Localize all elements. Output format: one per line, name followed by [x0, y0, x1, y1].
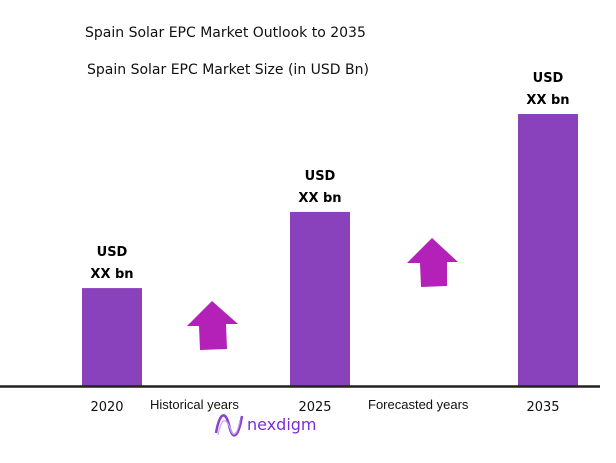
annotation-historical: Historical years [150, 397, 239, 412]
bar-2025 [290, 211, 350, 386]
nexdigm-logo: nexdigm [214, 414, 317, 437]
data-label-value: XX bn [526, 93, 569, 108]
arrow-up-icon [187, 301, 238, 350]
bar-2020 [82, 288, 142, 386]
x-tick-label: 2035 [526, 400, 559, 415]
svg-text:nexdigm: nexdigm [247, 415, 317, 434]
bar-2035 [518, 114, 578, 386]
data-label-value: XX bn [298, 191, 341, 206]
annotation-forecasted: Forecasted years [368, 397, 469, 412]
arrow-up-icon [407, 238, 458, 287]
data-label-value: XX bn [90, 267, 133, 282]
data-label-currency: USD [305, 169, 336, 184]
data-label-currency: USD [97, 245, 128, 260]
data-label-currency: USD [533, 71, 564, 86]
chart-title: Spain Solar EPC Market Outlook to 2035 [85, 25, 366, 41]
x-tick-label: 2025 [298, 400, 331, 415]
x-tick-label: 2020 [90, 400, 123, 415]
chart-subtitle: Spain Solar EPC Market Size (in USD Bn) [87, 62, 369, 78]
